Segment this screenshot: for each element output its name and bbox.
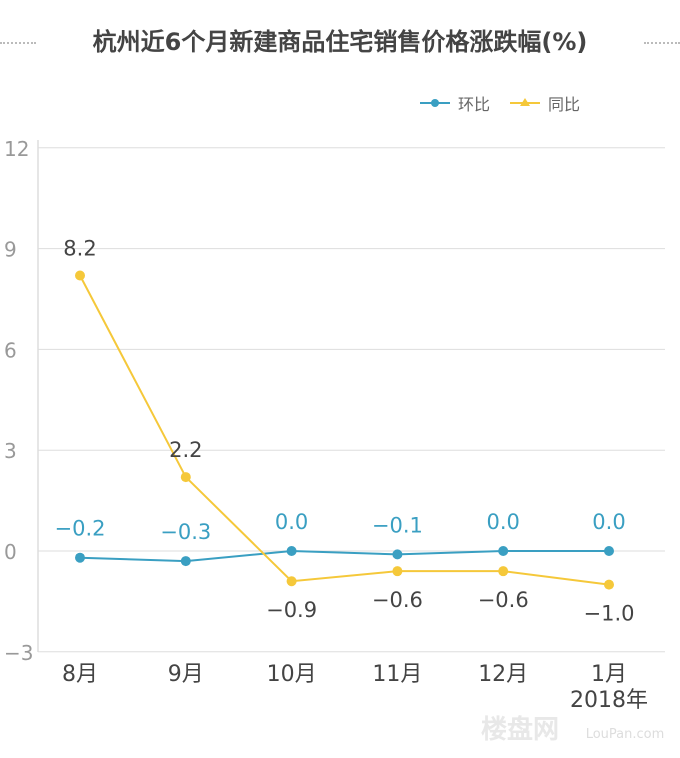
data-label: −0.6 <box>478 588 529 612</box>
y-tick-label: 3 <box>4 439 17 463</box>
data-point <box>286 576 297 587</box>
x-axis-note: 2018年 <box>570 688 648 713</box>
data-point <box>604 579 614 590</box>
data-label: −0.3 <box>160 520 211 544</box>
y-tick-label: −3 <box>4 641 33 665</box>
x-tick-label: 9月 <box>168 662 204 687</box>
data-point <box>75 270 85 281</box>
data-point <box>604 546 614 556</box>
data-point <box>286 546 297 556</box>
title-divider-right <box>644 42 680 44</box>
y-tick-label: 0 <box>4 540 17 564</box>
data-label: −0.6 <box>372 588 423 612</box>
data-point <box>392 566 403 577</box>
series-line-1 <box>79 275 610 586</box>
series-line-0 <box>79 549 609 563</box>
x-tick-label: 12月 <box>478 662 528 687</box>
data-point <box>180 472 191 483</box>
data-label: 2.2 <box>169 438 202 462</box>
watermark-logo: 楼盘网 <box>481 714 559 745</box>
x-tick-label: 1月 <box>591 662 627 687</box>
data-label: −0.2 <box>55 517 106 541</box>
data-label: −1.0 <box>584 602 635 626</box>
title-divider-left <box>0 42 36 44</box>
legend-triangle-icon <box>520 98 530 106</box>
x-tick-label: 10月 <box>267 662 317 687</box>
data-label: −0.9 <box>266 598 317 622</box>
y-tick-label: 9 <box>4 238 17 262</box>
data-point <box>75 552 85 563</box>
data-point <box>180 556 191 567</box>
data-label: 8.2 <box>63 236 96 260</box>
data-point <box>498 546 509 556</box>
data-label: −0.1 <box>372 513 423 537</box>
data-point <box>392 549 403 560</box>
watermark-subtext: LouPan.com <box>586 727 665 742</box>
legend-label: 环比 <box>458 95 490 114</box>
y-tick-label: 12 <box>4 137 29 161</box>
data-label: 0.0 <box>275 510 308 534</box>
legend-circle-icon <box>431 99 439 107</box>
y-tick-label: 6 <box>4 338 17 362</box>
x-tick-label: 11月 <box>372 662 422 687</box>
data-label: 0.0 <box>486 510 519 534</box>
data-point <box>498 566 509 577</box>
data-label: 0.0 <box>592 510 625 534</box>
x-tick-label: 8月 <box>62 662 98 687</box>
chart-title: 杭州近6个月新建商品住宅销售价格涨跌幅(%) <box>92 28 588 56</box>
legend-label: 同比 <box>548 95 580 114</box>
